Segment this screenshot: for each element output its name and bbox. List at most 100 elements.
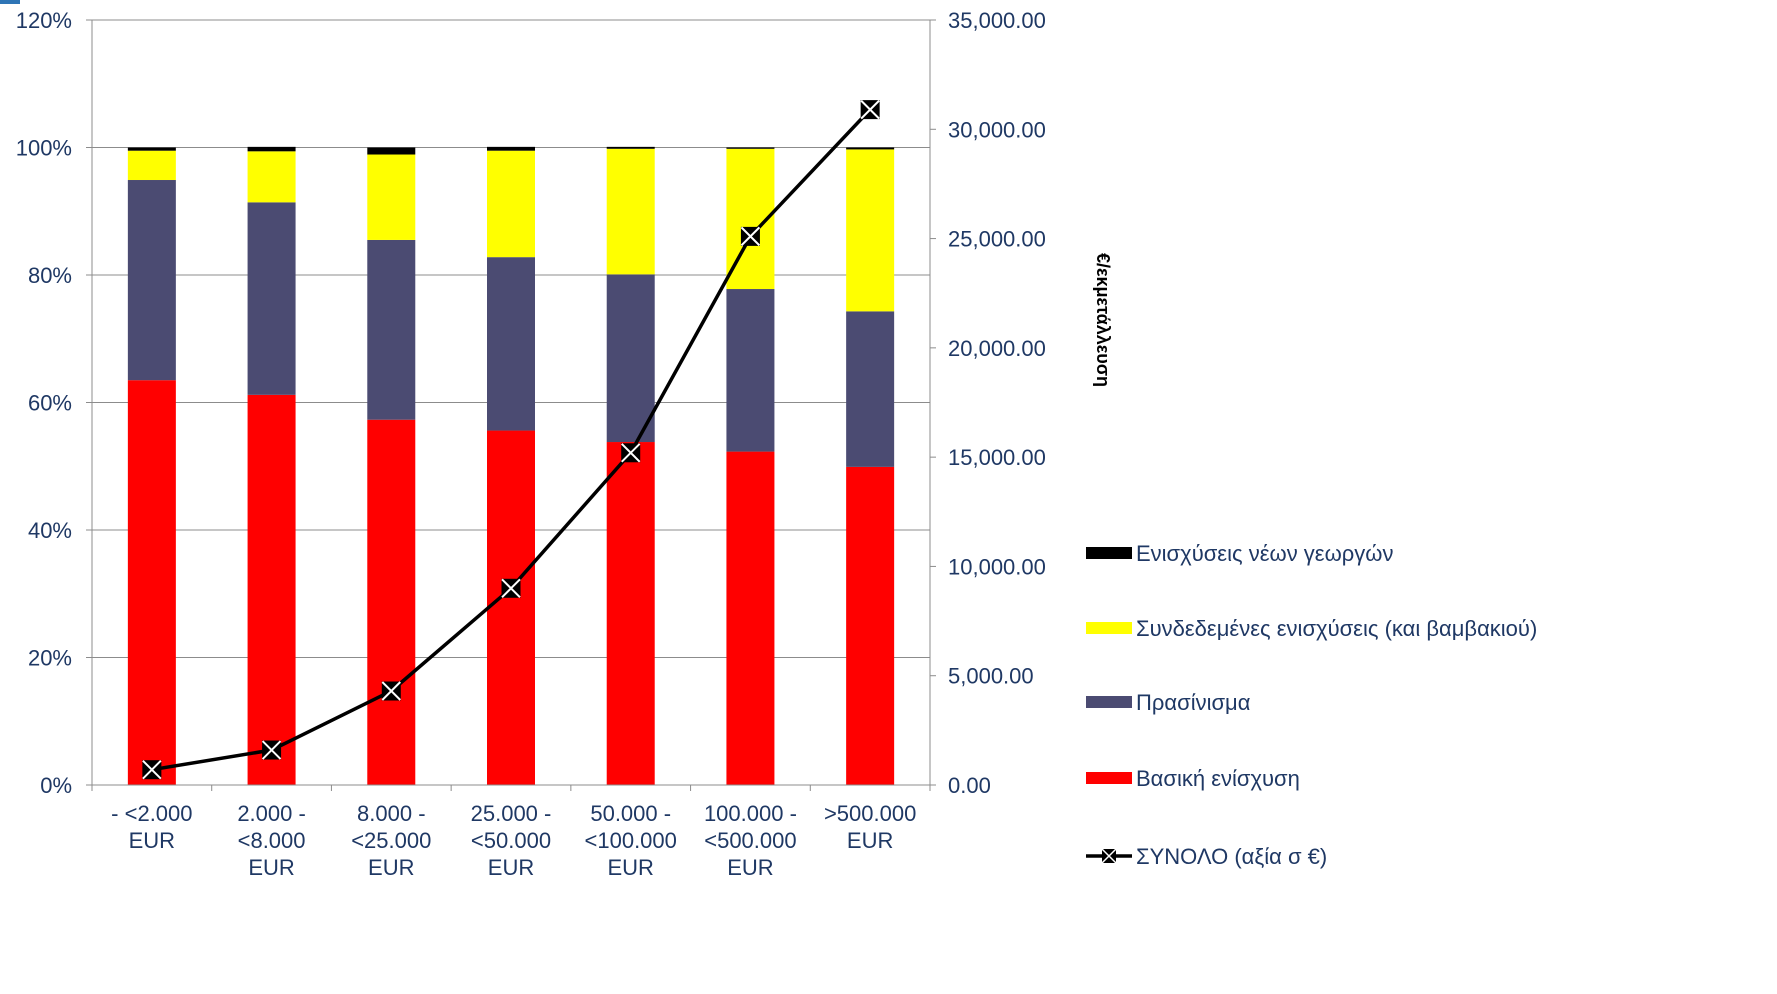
bar-segment — [127, 150, 176, 181]
bar-segment — [367, 147, 416, 155]
x-tick-label-line: >500.000 — [824, 801, 916, 826]
total-line — [142, 99, 880, 780]
x-tick-label: 8.000 -<25.000 EUR — [351, 801, 431, 880]
bar-segment — [846, 147, 895, 150]
x-tick-label-line: <8.000 — [238, 828, 306, 853]
bar-segment — [606, 148, 655, 275]
legend-label: Συνδεδεμένες ενισχύσεις (και βαμβακιού) — [1136, 616, 1537, 641]
total-line-marker — [381, 681, 401, 701]
bar-segment — [487, 146, 535, 151]
bar-segment — [606, 442, 655, 785]
legend-item: Συνδεδεμένες ενισχύσεις (και βαμβακιού) — [1086, 616, 1537, 641]
x-tick-label: 50.000 -<100.000 EUR — [585, 801, 677, 880]
marker-x — [860, 99, 880, 120]
bar-segment — [726, 289, 775, 452]
y-left-tick-label: 20% — [28, 646, 72, 671]
legend-item: Πρασίνισμα — [1086, 690, 1251, 715]
bar-segment — [127, 147, 176, 151]
legend-marker-x — [1101, 848, 1117, 864]
legend-label: Πρασίνισμα — [1136, 690, 1251, 715]
bar-segment — [127, 380, 176, 785]
y-left-tick-label: 0% — [40, 773, 72, 798]
axes: 0% 20% 40% 60% 80% 100% 120% 0.00 5,000.00 10,000… — [16, 8, 1113, 880]
marker-x — [381, 681, 401, 701]
y-left-tick-label: 120% — [16, 8, 72, 33]
corner-accent — [0, 0, 20, 4]
x-tick-label-line: 50.000 - — [590, 801, 671, 826]
legend-item: Βασική ενίσχυση — [1086, 766, 1300, 791]
legend-swatch — [1086, 622, 1132, 634]
legend-label: Βασική ενίσχυση — [1136, 766, 1300, 791]
bar-segment — [487, 257, 535, 431]
x-tick-label: - <2.000 EUR — [111, 801, 192, 853]
x-tick-label-line: - <2.000 — [111, 801, 192, 826]
x-tick-label-line: 8.000 - — [357, 801, 426, 826]
x-tick-label-line: <100.000 — [585, 828, 677, 853]
y-right-tick-label: 15,000.00 — [948, 445, 1046, 470]
bar-segment — [487, 150, 535, 258]
x-tick-label-line: EUR — [248, 855, 294, 880]
bar-segment — [247, 202, 296, 395]
y-left-tick-label: 60% — [28, 391, 72, 416]
y-right-tick-label: 30,000.00 — [948, 117, 1046, 142]
total-line-marker — [261, 740, 282, 760]
x-tick-label: 100.000 -<500.000 EUR — [704, 801, 797, 880]
y-right-axis-title: €/εκμετάλλευση — [1093, 253, 1113, 387]
legend-item: Ενισχύσεις νέων γεωργών — [1086, 541, 1393, 566]
y-right-tick-label: 35,000.00 — [948, 8, 1046, 33]
legend-swatch — [1086, 772, 1132, 784]
legend: Ενισχύσεις νέων γεωργών Συνδεδεμένες ενισ… — [1086, 541, 1537, 869]
marker-x — [740, 226, 761, 247]
y-left-tick-label: 100% — [16, 136, 72, 161]
x-tick-label-line: EUR — [488, 855, 534, 880]
bar-segment — [606, 274, 655, 443]
total-line-marker — [740, 226, 761, 247]
x-tick-label-line: EUR — [607, 855, 653, 880]
marker-x — [621, 443, 641, 463]
bar-segment — [726, 451, 775, 785]
bar-segment — [367, 419, 416, 785]
total-line-marker — [142, 759, 162, 780]
bar-segment — [247, 146, 296, 152]
bar-segment — [846, 466, 895, 785]
x-tick-label-line: <500.000 — [704, 828, 796, 853]
marker-x — [501, 578, 521, 598]
total-line-marker — [501, 578, 521, 598]
y-left-tick-label: 40% — [28, 518, 72, 543]
y-right-tick-label: 10,000.00 — [948, 554, 1046, 579]
x-tick-label-line: EUR — [847, 828, 893, 853]
x-tick-label-line: 2.000 - — [237, 801, 306, 826]
bar-segment — [367, 239, 416, 420]
x-tick-label-line: <25.000 — [351, 828, 431, 853]
bar-segment — [247, 151, 296, 203]
x-tick-label: >500.000 EUR — [824, 801, 916, 853]
x-tick-label-line: 25.000 - — [471, 801, 552, 826]
legend-item: ΣΥΝΟΛΟ (αξία σ €) — [1086, 844, 1327, 869]
x-tick-label: 25.000 -<50.000 EUR — [471, 801, 552, 880]
x-tick-label-line: <50.000 — [471, 828, 551, 853]
x-tick-label-line: EUR — [368, 855, 414, 880]
total-line-marker — [621, 443, 641, 463]
y-right-tick-label: 20,000.00 — [948, 336, 1046, 361]
x-tick-label-line: 100.000 - — [704, 801, 797, 826]
bar-segment — [127, 180, 176, 381]
bar-segment — [846, 311, 895, 467]
bar-segment — [606, 146, 655, 149]
x-tick-label-line: EUR — [129, 828, 175, 853]
bar-segment — [487, 430, 535, 785]
legend-swatch — [1086, 696, 1132, 708]
bars — [127, 146, 895, 785]
legend-label: ΣΥΝΟΛΟ (αξία σ €) — [1136, 844, 1327, 869]
x-tick-label-line: EUR — [727, 855, 773, 880]
bar-segment — [846, 149, 895, 312]
legend-swatch — [1086, 547, 1132, 559]
y-left-tick-label: 80% — [28, 263, 72, 288]
y-right-tick-label: 0.00 — [948, 773, 991, 798]
total-line-marker — [860, 99, 880, 120]
legend-label: Ενισχύσεις νέων γεωργών — [1136, 541, 1393, 566]
marker-x — [142, 759, 162, 780]
bar-segment — [247, 394, 296, 785]
x-tick-label: 2.000 -<8.000 EUR — [237, 801, 306, 880]
y-right-tick-label: 25,000.00 — [948, 227, 1046, 252]
marker-x — [261, 740, 282, 760]
